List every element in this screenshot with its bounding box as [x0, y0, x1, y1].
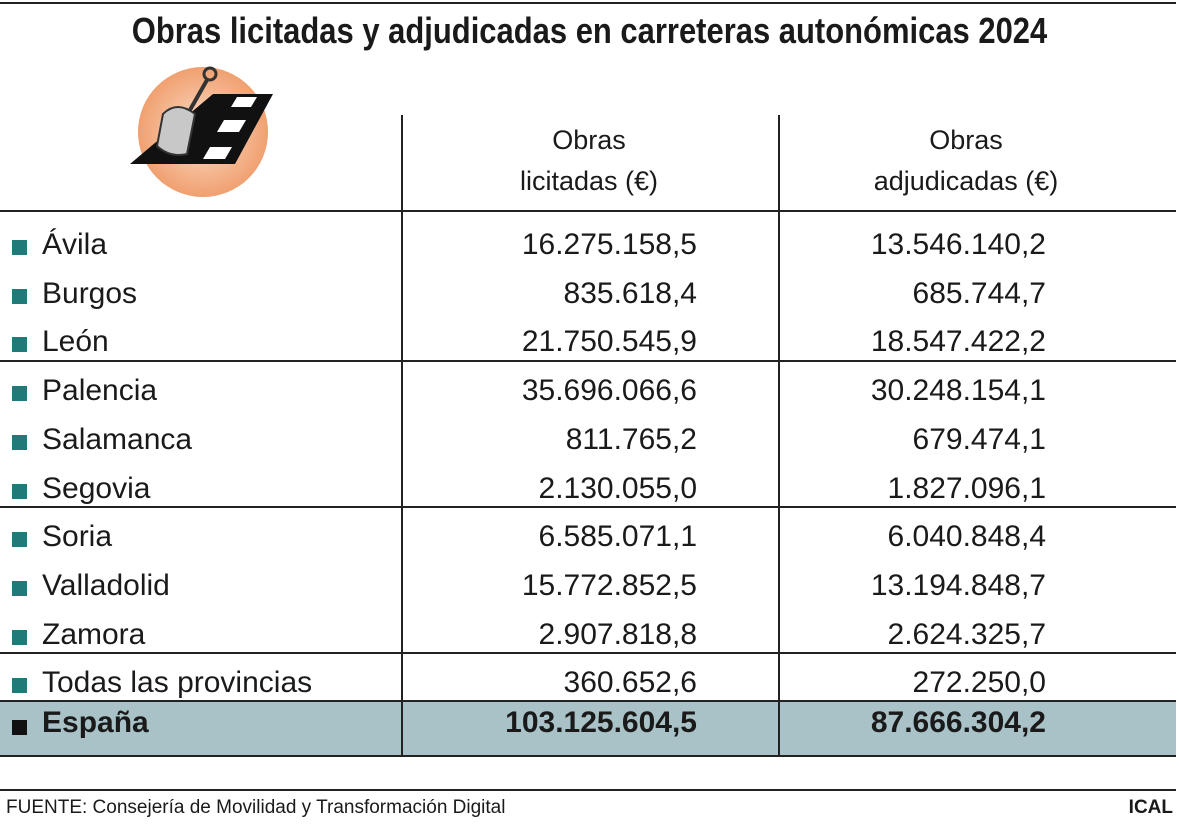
cell: 2.624.325,7	[887, 617, 1046, 651]
cell: 2.907.818,8	[538, 617, 697, 651]
cell: 2.130.055,0	[538, 471, 697, 505]
row-marker	[12, 240, 27, 255]
row-marker	[12, 532, 27, 548]
group-rule	[0, 652, 1176, 654]
cell: 1.827.096,1	[887, 471, 1046, 505]
row-marker	[12, 434, 27, 450]
cell: 13.546.140,2	[870, 228, 1046, 261]
total-row: España 103.125.604,5 87.666.304,2	[0, 700, 1176, 755]
cell: 6.585.071,1	[538, 520, 697, 554]
row-label: Zamora	[42, 617, 146, 651]
group-rule	[0, 506, 1176, 508]
header-line: Obras	[929, 125, 1003, 155]
cell: 272.250,0	[912, 666, 1046, 700]
row-marker	[12, 720, 27, 735]
table-row: León 21.750.545,9 18.547.422,2	[0, 319, 1176, 368]
row-marker	[12, 337, 27, 353]
group-rule	[0, 360, 1176, 362]
row-marker	[12, 483, 27, 499]
table-row: Zamora 2.907.818,8 2.624.325,7	[0, 612, 1176, 661]
row-label: Salamanca	[42, 422, 193, 456]
table-row: Valladolid 15.772.852,5 13.194.848,7	[0, 563, 1176, 612]
total-rule	[0, 700, 1176, 702]
row-label: León	[42, 325, 109, 359]
cell: 679.474,1	[912, 422, 1046, 456]
cell: 30.248.154,1	[870, 374, 1046, 408]
column-header: Obras licitadas (€)	[401, 120, 777, 202]
row-label: España	[42, 706, 149, 739]
cell: 16.275.158,5	[521, 228, 697, 261]
cell: 87.666.304,2	[870, 706, 1046, 739]
cell: 360.652,6	[563, 666, 697, 700]
footer-rule	[0, 789, 1176, 791]
table-row: Soria 6.585.071,1 6.040.848,4	[0, 514, 1176, 563]
table-row: Ávila 16.275.158,5 13.546.140,2	[0, 222, 1176, 271]
row-label: Valladolid	[42, 568, 170, 602]
cell: 21.750.545,9	[521, 325, 697, 359]
table-row: Palencia 35.696.066,6 30.248.154,1	[0, 368, 1176, 417]
road-icon	[130, 66, 273, 197]
header-line: licitadas (€)	[519, 166, 659, 196]
top-rule	[0, 2, 1176, 4]
row-label: Palencia	[42, 374, 158, 408]
cell: 13.194.848,7	[870, 568, 1046, 602]
row-marker	[12, 678, 27, 694]
cell: 103.125.604,5	[505, 706, 697, 739]
cell: 35.696.066,6	[521, 374, 697, 408]
table-row: Segovia 2.130.055,0 1.827.096,1	[0, 466, 1176, 515]
row-marker	[12, 580, 27, 596]
header-line: Obras	[552, 125, 626, 155]
column-header: Obras adjudicadas (€)	[778, 120, 1154, 202]
source: FUENTE: Consejería de Movilidad y Transf…	[6, 797, 506, 818]
cell: 685.744,7	[912, 276, 1046, 310]
column-divider	[401, 211, 403, 755]
bottom-rule	[0, 755, 1176, 757]
column-divider	[778, 115, 780, 211]
cell: 835.618,4	[563, 276, 697, 310]
column-divider	[778, 211, 780, 755]
row-label: Soria	[42, 520, 113, 554]
header-line: adjudicadas (€)	[873, 166, 1059, 196]
cell: 18.547.422,2	[870, 325, 1046, 359]
table-row: Salamanca 811.765,2 679.474,1	[0, 417, 1176, 466]
row-marker	[12, 288, 27, 304]
row-label: Burgos	[42, 276, 138, 310]
header-rule	[0, 210, 1176, 212]
row-marker	[12, 629, 27, 645]
title: Obras licitadas y adjudicadas en carrete…	[131, 10, 1048, 51]
row-marker	[12, 386, 27, 402]
row-label: Todas las provincias	[42, 666, 313, 700]
table-row: Burgos 835.618,4 685.744,7	[0, 271, 1176, 320]
cell: 811.765,2	[565, 422, 697, 456]
cell: 15.772.852,5	[521, 568, 697, 602]
column-divider	[401, 115, 403, 211]
credit: ICAL	[1128, 797, 1173, 818]
cell: 6.040.848,4	[887, 520, 1046, 554]
table-row: Todas las provincias 360.652,6 272.250,0	[0, 660, 1176, 709]
row-label: Ávila	[42, 228, 108, 261]
row-label: Segovia	[42, 471, 151, 505]
